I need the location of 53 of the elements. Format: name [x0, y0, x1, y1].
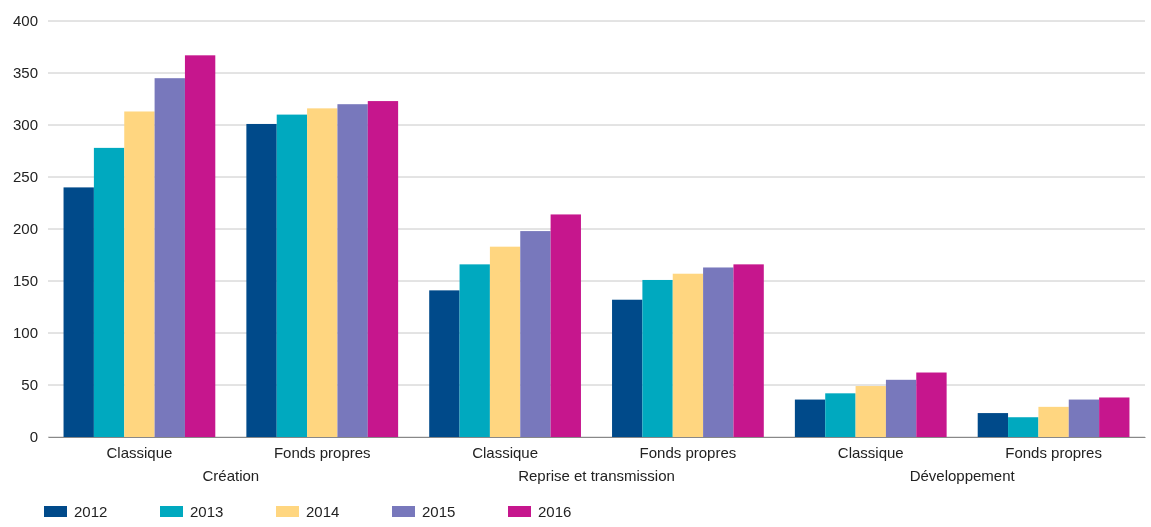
bar: [489, 246, 521, 437]
bar: [154, 78, 185, 437]
text: Création: [202, 467, 260, 484]
bar: [642, 279, 673, 437]
bar: [337, 104, 368, 437]
bar: [459, 264, 490, 437]
bar: [1008, 417, 1039, 437]
y-tick-label: 50: [21, 376, 38, 394]
bar: [1038, 406, 1069, 437]
y-tick-label: 100: [12, 324, 38, 342]
legend-label: 2012: [74, 503, 108, 520]
x-tick-label: Fonds propres: [639, 443, 737, 461]
bar: [184, 55, 216, 437]
bar: [93, 147, 125, 437]
bar: [520, 231, 551, 437]
bar: [1068, 399, 1100, 437]
y-tick-label: 150: [12, 272, 38, 290]
bar: [855, 386, 886, 437]
text: Reprise et transmission: [518, 467, 675, 484]
bar: [612, 299, 643, 437]
bar: [885, 379, 917, 437]
bar: [977, 413, 1009, 437]
bar: [246, 123, 277, 437]
x-tick-label: Classique: [106, 443, 173, 461]
bar: [429, 290, 460, 437]
bar: [794, 399, 826, 437]
x-tick-label: Fonds propres: [273, 443, 371, 461]
bar: [733, 264, 764, 437]
bar: [63, 187, 94, 437]
bar: [367, 101, 399, 437]
bar: [672, 273, 704, 437]
legend-label: 2014: [306, 503, 340, 520]
x-tick-label: Fonds propres: [1005, 443, 1102, 461]
legend-label: 2016: [538, 503, 572, 520]
bar: [307, 108, 338, 437]
x-tick-label: Classique: [837, 443, 904, 461]
bar: [916, 372, 947, 437]
bar: [1099, 397, 1130, 437]
y-tick-label: 350: [12, 64, 38, 82]
bar: [124, 111, 155, 437]
y-tick-label: 0: [29, 428, 38, 446]
y-tick-label: 200: [12, 220, 38, 238]
x-tick-label: Classique: [472, 443, 539, 461]
text: Développement: [909, 467, 1016, 484]
y-tick-label: 250: [12, 168, 38, 186]
legend-label: 2013: [190, 503, 224, 520]
y-tick-label: 300: [12, 116, 38, 134]
bar: [825, 393, 856, 437]
y-tick-label: 400: [12, 12, 38, 30]
bar: [703, 267, 734, 437]
bar: [550, 214, 581, 437]
bar: [276, 114, 308, 437]
legend-label: 2015: [422, 503, 456, 520]
